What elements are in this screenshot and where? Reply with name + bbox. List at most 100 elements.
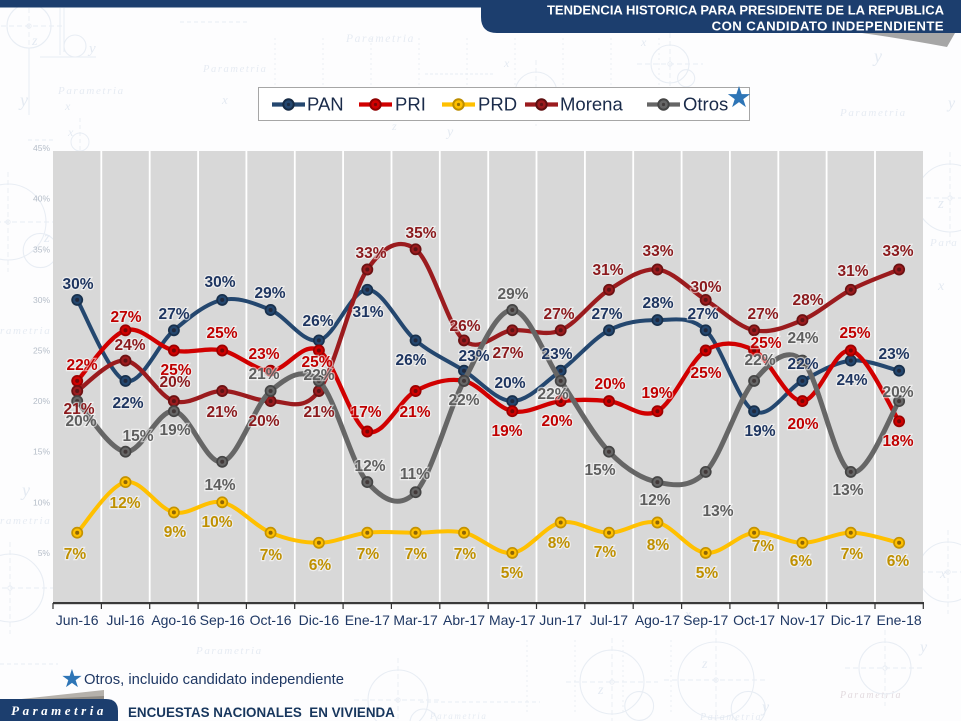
svg-text:12%: 12% [639, 492, 670, 509]
svg-text:18%: 18% [882, 433, 913, 450]
svg-text:28%: 28% [642, 295, 673, 312]
svg-text:y: y [445, 125, 454, 140]
svg-text:35%: 35% [33, 244, 50, 254]
svg-text:30%: 30% [33, 295, 50, 305]
svg-text:27%: 27% [492, 345, 523, 362]
svg-text:20%: 20% [33, 396, 50, 406]
svg-text:24%: 24% [114, 337, 145, 354]
svg-text:24%: 24% [787, 330, 818, 347]
svg-text:19%: 19% [159, 422, 190, 439]
svg-text:33%: 33% [355, 245, 386, 262]
svg-text:7%: 7% [64, 546, 87, 563]
svg-text:May-17: May-17 [489, 612, 536, 628]
svg-text:PAN: PAN [307, 94, 344, 115]
svg-text:Parametria: Parametria [429, 711, 488, 721]
svg-text:27%: 27% [158, 306, 189, 323]
svg-text:Parametria: Parametria [202, 64, 267, 75]
svg-text:Morena: Morena [560, 94, 623, 115]
svg-text:7%: 7% [752, 538, 775, 555]
svg-text:z: z [937, 196, 944, 212]
svg-text:22%: 22% [537, 386, 568, 403]
svg-text:26%: 26% [449, 318, 480, 335]
svg-text:Oct-16: Oct-16 [250, 612, 292, 628]
svg-text:25%: 25% [839, 325, 870, 342]
svg-text:29%: 29% [497, 286, 528, 303]
svg-text:33%: 33% [642, 243, 673, 260]
svg-text:21%: 21% [399, 404, 430, 421]
svg-text:20%: 20% [787, 416, 818, 433]
svg-text:★: ★ [61, 665, 83, 693]
svg-text:x: x [503, 56, 510, 70]
svg-text:rametria: rametria [0, 325, 51, 337]
svg-text:5%: 5% [501, 565, 524, 582]
svg-text:Parametria: Parametria [839, 690, 902, 701]
svg-text:y: y [760, 699, 770, 716]
svg-text:22%: 22% [787, 356, 818, 373]
svg-text:Parametria: Parametria [11, 703, 107, 718]
svg-text:23%: 23% [458, 348, 489, 365]
svg-text:z: z [31, 34, 38, 49]
svg-text:28%: 28% [792, 292, 823, 309]
svg-text:22%: 22% [744, 352, 775, 369]
svg-text:x: x [221, 92, 228, 107]
svg-text:29%: 29% [254, 285, 285, 302]
svg-text:Otros: Otros [683, 94, 728, 115]
svg-text:Jul-16: Jul-16 [106, 612, 144, 628]
svg-text:7%: 7% [841, 546, 864, 563]
svg-text:rametria: rametria [0, 515, 51, 527]
svg-text:23%: 23% [878, 346, 909, 363]
svg-text:27%: 27% [110, 309, 141, 326]
svg-text:Ene-18: Ene-18 [877, 612, 922, 628]
svg-text:Dic-16: Dic-16 [299, 612, 340, 628]
svg-text:z: z [43, 230, 50, 246]
svg-text:x: x [939, 567, 947, 582]
svg-text:8%: 8% [548, 535, 571, 552]
svg-text:y: y [872, 46, 882, 66]
svg-text:14%: 14% [204, 477, 235, 494]
svg-text:Parametria: Parametria [195, 645, 263, 657]
svg-text:Sep-17: Sep-17 [683, 612, 728, 628]
svg-text:22%: 22% [66, 357, 97, 374]
svg-text:x: x [64, 99, 71, 113]
svg-text:26%: 26% [302, 313, 333, 330]
svg-text:20%: 20% [248, 413, 279, 430]
svg-text:20%: 20% [541, 413, 572, 430]
svg-text:25%: 25% [160, 362, 191, 379]
svg-text:22%: 22% [448, 392, 479, 409]
svg-text:27%: 27% [543, 306, 574, 323]
svg-text:Mar-17: Mar-17 [393, 612, 438, 628]
svg-text:31%: 31% [592, 262, 623, 279]
svg-text:6%: 6% [309, 557, 332, 574]
svg-text:Jun-17: Jun-17 [539, 612, 582, 628]
svg-text:13%: 13% [832, 482, 863, 499]
svg-text:5%: 5% [696, 565, 719, 582]
svg-text:27%: 27% [687, 306, 718, 323]
svg-text:35%: 35% [405, 225, 436, 242]
svg-text:6%: 6% [790, 553, 813, 570]
svg-text:7%: 7% [260, 547, 283, 564]
svg-text:★: ★ [726, 82, 752, 114]
svg-text:20%: 20% [159, 374, 190, 391]
svg-text:z: z [701, 657, 708, 672]
svg-text:Oct-17: Oct-17 [733, 612, 775, 628]
svg-text:25%: 25% [690, 365, 721, 382]
svg-text:5%: 5% [38, 548, 51, 558]
svg-text:22%: 22% [303, 367, 334, 384]
svg-text:33%: 33% [882, 243, 913, 260]
svg-text:22%: 22% [112, 395, 143, 412]
svg-text:6%: 6% [887, 553, 910, 570]
svg-text:Otros, incluido candidato inde: Otros, incluido candidato independiente [84, 672, 344, 688]
svg-text:20%: 20% [494, 375, 525, 392]
svg-text:Parametria: Parametria [699, 712, 762, 721]
svg-text:30%: 30% [690, 279, 721, 296]
svg-text:Para: Para [929, 237, 958, 249]
svg-text:12%: 12% [109, 495, 140, 512]
svg-text:TENDENCIA HISTORICA PARA PRESI: TENDENCIA HISTORICA PARA PRESIDENTE DE L… [547, 3, 945, 18]
svg-text:10%: 10% [201, 514, 232, 531]
svg-text:19%: 19% [744, 423, 775, 440]
svg-text:Jun-16: Jun-16 [56, 612, 99, 628]
svg-text:23%: 23% [248, 346, 279, 363]
svg-text:21%: 21% [63, 401, 94, 418]
svg-text:8%: 8% [647, 537, 670, 554]
svg-text:10%: 10% [33, 497, 50, 507]
